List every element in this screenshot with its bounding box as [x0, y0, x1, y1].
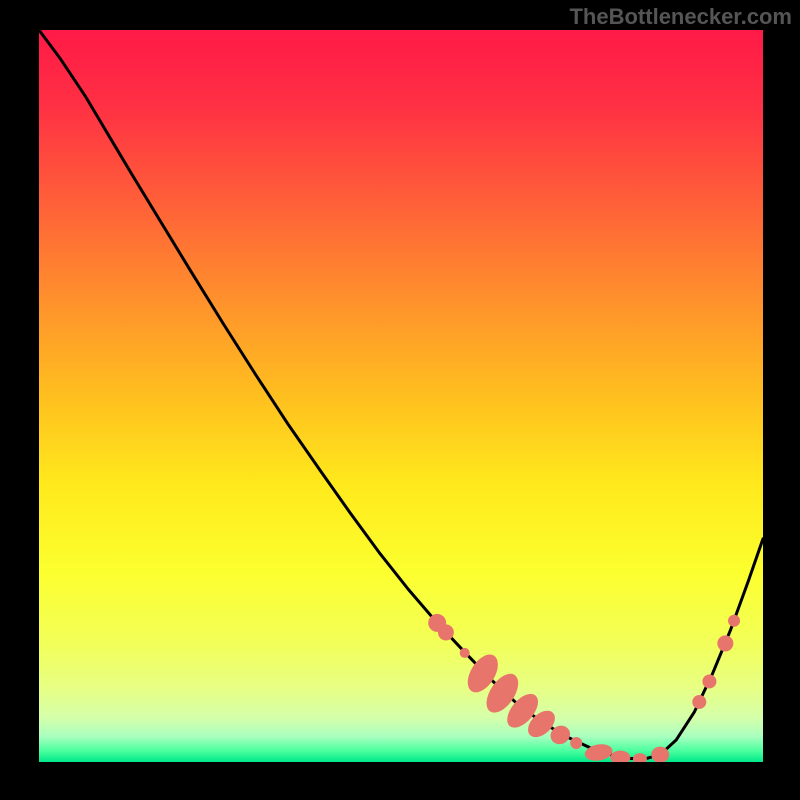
curve-marker — [702, 674, 716, 688]
curve-marker — [692, 695, 706, 709]
plot-svg — [39, 30, 763, 762]
curve-marker — [717, 635, 733, 651]
curve-marker — [460, 648, 470, 658]
gradient-background — [39, 30, 763, 762]
curve-marker — [570, 737, 582, 749]
root-container: TheBottlenecker.com — [0, 0, 800, 800]
curve-marker — [651, 747, 669, 762]
curve-marker — [728, 615, 740, 627]
attribution-text: TheBottlenecker.com — [569, 4, 792, 30]
curve-marker — [438, 624, 454, 640]
plot-area — [39, 30, 763, 762]
